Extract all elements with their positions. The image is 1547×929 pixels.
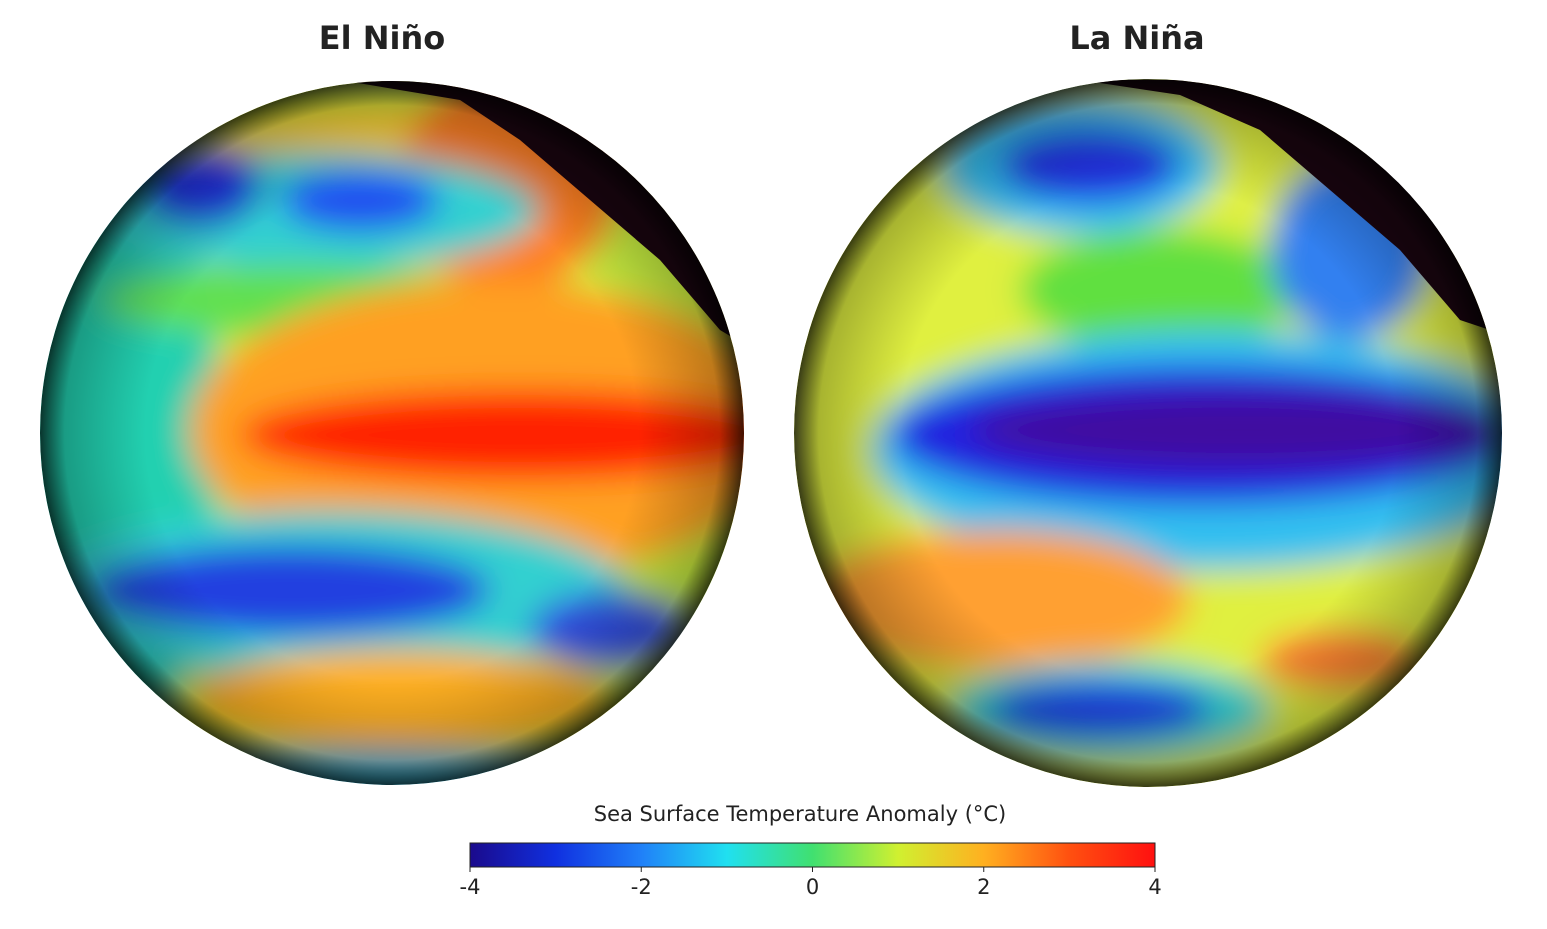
el-nino-globe <box>40 81 744 785</box>
panel-title: El Niño <box>319 19 445 57</box>
panel-title: La Niña <box>1069 19 1204 57</box>
tick-label: 4 <box>1148 875 1161 899</box>
colorbar-label: Sea Surface Temperature Anomaly (°C) <box>594 802 1007 826</box>
tick-label: -2 <box>631 875 652 899</box>
colorbar <box>469 842 1156 868</box>
tick-label: 2 <box>977 875 990 899</box>
tick-label: 0 <box>806 875 819 899</box>
la-nina-globe <box>794 79 1502 787</box>
tick-label: -4 <box>460 875 481 899</box>
